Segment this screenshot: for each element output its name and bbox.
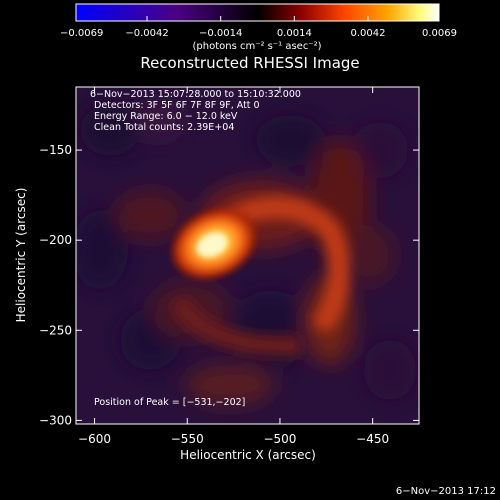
info-block: 6−Nov−2013 15:07:28.000 to 15:10:32.000 …: [90, 89, 301, 408]
info-line-clean: Clean Total counts: 2.39E+04: [94, 122, 234, 133]
peak-source-core: [196, 232, 228, 258]
footer-timestamp: 6−Nov−2013 17:12: [396, 486, 496, 497]
colorbar-tick-label: −0.0069: [60, 28, 103, 39]
x-tick-label: −550: [171, 432, 204, 446]
colorbar-tick-label: −0.0014: [199, 28, 242, 39]
colorbar-tick-label: −0.0042: [125, 28, 168, 39]
chart-title: Reconstructed RHESSI Image: [140, 54, 359, 72]
info-line-energy: Energy Range: 6.0 − 12.0 keV: [94, 111, 238, 122]
colorbar-tick-label: 0.0069: [422, 28, 457, 39]
colorbar-gradient: [75, 3, 440, 22]
x-tick-label: −450: [356, 432, 389, 446]
colorbar: −0.0069 −0.0042 −0.0014 0.0014 0.0042 0.0069 …: [60, 3, 457, 52]
colorbar-tick-label: 0.0042: [350, 28, 385, 39]
info-line-time: 6−Nov−2013 15:07:28.000 to 15:10:32.000: [90, 89, 301, 100]
y-axis-title: Heliocentric Y (arcsec): [14, 188, 28, 323]
peak-position-label: Position of Peak = [−531,−202]: [94, 397, 245, 408]
y-tick-label: −250: [39, 323, 72, 337]
plot-frame: [75, 86, 420, 425]
x-axis-title: Heliocentric X (arcsec): [180, 448, 316, 462]
x-axis-ticks: −600 −550 −500 −450: [78, 87, 389, 446]
y-tick-label: −200: [39, 233, 72, 247]
y-tick-label: −300: [39, 413, 72, 427]
x-tick-label: −500: [263, 432, 296, 446]
image-area: [76, 87, 419, 424]
colorbar-ticks: −0.0069 −0.0042 −0.0014 0.0014 0.0042 0.0069: [60, 16, 457, 39]
y-axis-ticks: −150 −200 −250 −300: [39, 143, 419, 427]
x-tick-label: −600: [78, 432, 111, 446]
info-line-detectors: Detectors: 3F 5F 6F 7F 8F 9F, Att 0: [94, 100, 260, 111]
colorbar-unit-label: (photons cm⁻² s⁻¹ asec⁻²): [192, 41, 321, 52]
y-tick-label: −150: [39, 143, 72, 157]
colorbar-tick-label: 0.0014: [277, 28, 312, 39]
